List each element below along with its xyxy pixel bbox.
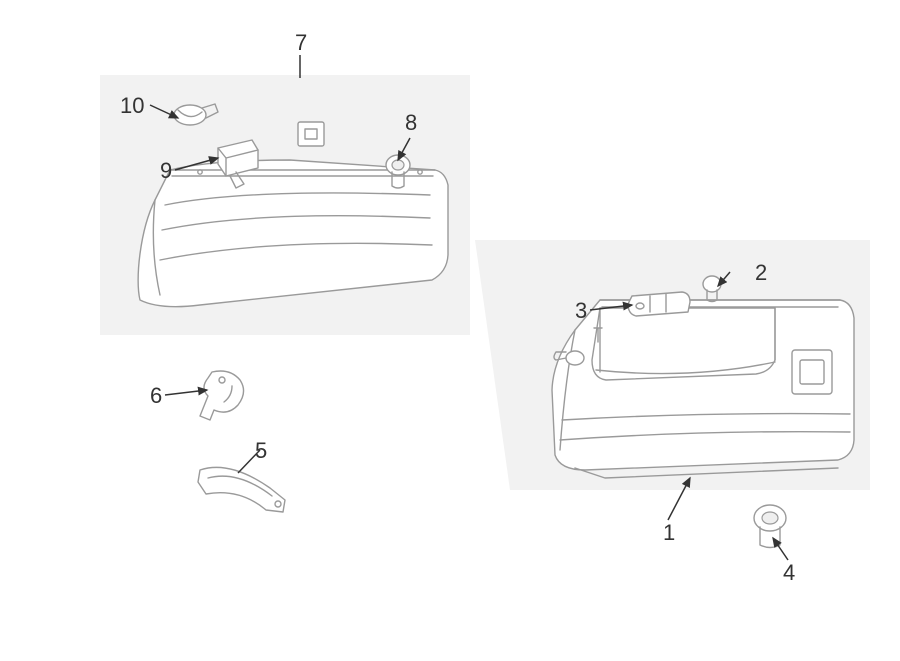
part-5-strap (198, 467, 285, 512)
callout-8: 8 (405, 110, 417, 135)
callout-6: 6 (150, 383, 162, 408)
part-6-hook (200, 371, 244, 420)
callout-7: 7 (295, 30, 307, 55)
callout-4: 4 (783, 560, 795, 585)
callout-10: 10 (120, 93, 144, 118)
callout-3: 3 (575, 298, 587, 323)
leader-6 (165, 390, 207, 395)
callout-9: 9 (160, 158, 172, 183)
callout-5: 5 (255, 438, 267, 463)
glove-box-assembly (552, 276, 854, 478)
callout-2: 2 (755, 260, 767, 285)
clip-square (298, 122, 324, 146)
part-4-knob (754, 505, 786, 548)
parts-diagram: 1 2 3 4 5 6 7 8 9 10 (0, 0, 900, 661)
part-3-striker (628, 292, 690, 316)
callout-1: 1 (663, 520, 675, 545)
